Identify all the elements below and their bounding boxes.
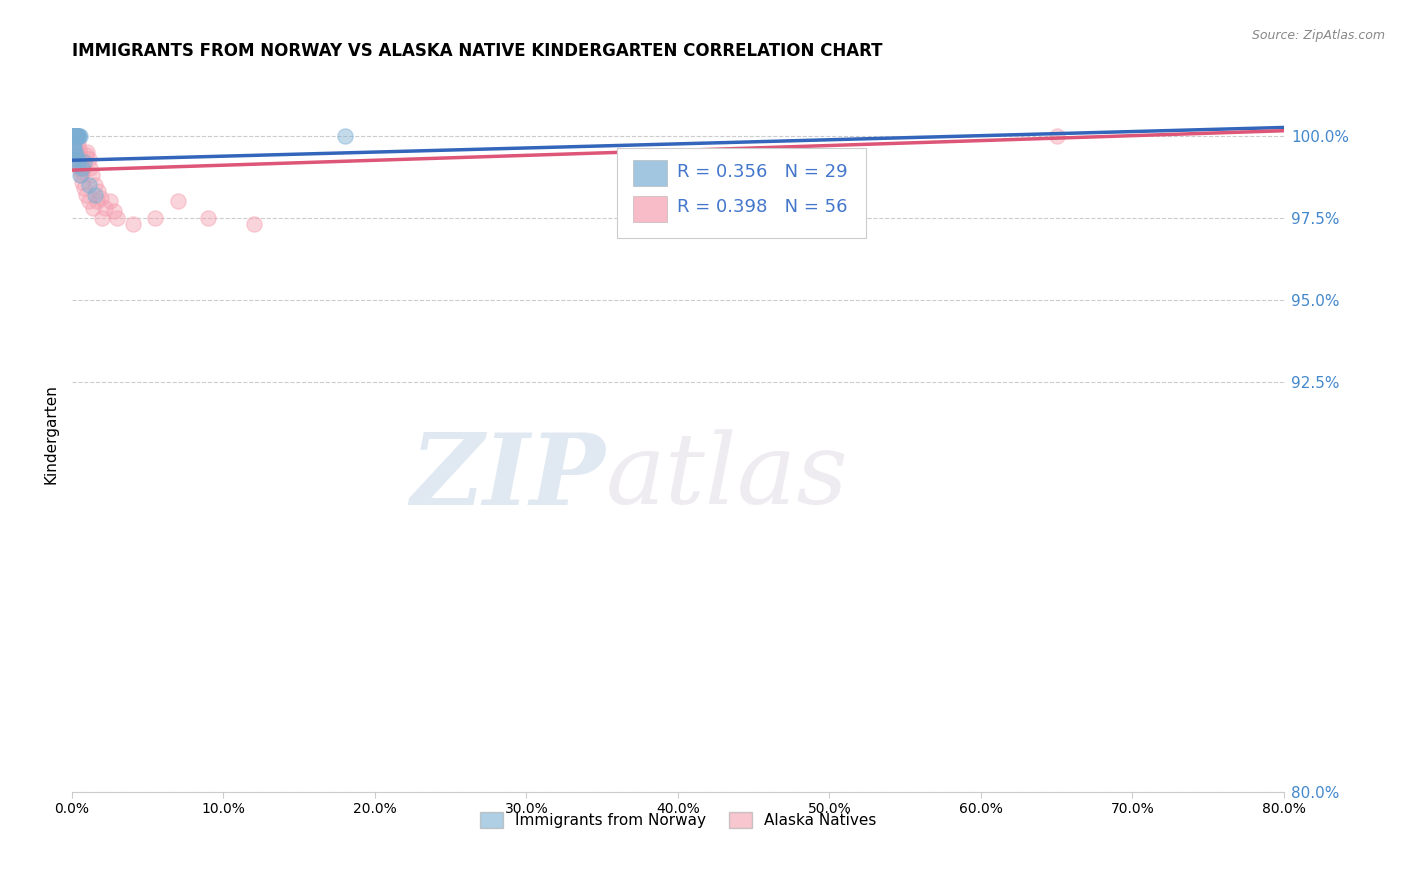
Point bbox=[65, 142, 87, 156]
Point bbox=[63, 135, 86, 149]
Point bbox=[80, 168, 103, 182]
Point bbox=[63, 128, 86, 143]
Point bbox=[67, 142, 90, 156]
Point bbox=[65, 148, 87, 162]
Point bbox=[62, 135, 84, 149]
Point bbox=[69, 168, 91, 182]
Point bbox=[65, 128, 87, 143]
Point bbox=[70, 165, 93, 179]
Point bbox=[63, 128, 86, 143]
Y-axis label: Kindergarten: Kindergarten bbox=[44, 384, 58, 484]
Point bbox=[103, 204, 125, 219]
Point bbox=[83, 178, 105, 192]
Point bbox=[62, 152, 84, 166]
Text: ZIP: ZIP bbox=[411, 429, 605, 525]
Point bbox=[63, 128, 86, 143]
Point bbox=[65, 128, 87, 143]
Point bbox=[83, 187, 105, 202]
Point bbox=[90, 191, 112, 205]
Point bbox=[62, 128, 84, 143]
Point bbox=[69, 152, 91, 166]
Point bbox=[76, 145, 98, 159]
Text: R = 0.356   N = 29: R = 0.356 N = 29 bbox=[676, 162, 848, 181]
FancyBboxPatch shape bbox=[633, 161, 666, 186]
Point bbox=[91, 211, 114, 225]
Point bbox=[65, 128, 87, 143]
Point bbox=[77, 178, 100, 192]
Point bbox=[62, 128, 84, 143]
Point bbox=[87, 185, 110, 199]
Point bbox=[66, 152, 89, 166]
Point bbox=[70, 158, 93, 172]
Point bbox=[66, 128, 89, 143]
Point bbox=[63, 145, 86, 159]
Point bbox=[72, 161, 94, 176]
Point bbox=[75, 187, 97, 202]
Legend: Immigrants from Norway, Alaska Natives: Immigrants from Norway, Alaska Natives bbox=[474, 806, 883, 834]
Point bbox=[1046, 128, 1069, 143]
Point bbox=[67, 161, 90, 176]
Point bbox=[73, 181, 96, 195]
Point bbox=[63, 128, 86, 143]
Point bbox=[63, 128, 86, 143]
Point bbox=[94, 201, 117, 215]
Point bbox=[243, 217, 266, 231]
Point bbox=[121, 217, 143, 231]
Point bbox=[73, 155, 96, 169]
Point bbox=[66, 128, 89, 143]
Point bbox=[67, 158, 90, 172]
Point bbox=[67, 128, 90, 143]
Point bbox=[63, 128, 86, 143]
Point bbox=[75, 148, 97, 162]
Point bbox=[86, 194, 108, 209]
Point bbox=[82, 201, 104, 215]
Text: IMMIGRANTS FROM NORWAY VS ALASKA NATIVE KINDERGARTEN CORRELATION CHART: IMMIGRANTS FROM NORWAY VS ALASKA NATIVE … bbox=[72, 42, 883, 60]
Point bbox=[66, 155, 89, 169]
Point bbox=[62, 135, 84, 149]
Point bbox=[70, 161, 93, 176]
Point bbox=[65, 128, 87, 143]
Point bbox=[197, 211, 219, 225]
Point bbox=[62, 128, 84, 143]
Point bbox=[62, 138, 84, 153]
Point bbox=[69, 148, 91, 162]
Point bbox=[72, 175, 94, 189]
Point bbox=[66, 128, 89, 143]
Point bbox=[63, 145, 86, 159]
Point bbox=[69, 128, 91, 143]
Point bbox=[62, 132, 84, 146]
Point bbox=[66, 148, 89, 162]
Point bbox=[65, 128, 87, 143]
Point bbox=[65, 128, 87, 143]
Point bbox=[79, 194, 101, 209]
Point bbox=[62, 142, 84, 156]
Point bbox=[62, 128, 84, 143]
Point bbox=[62, 128, 84, 143]
Point bbox=[67, 128, 90, 143]
FancyBboxPatch shape bbox=[617, 148, 866, 237]
Point bbox=[107, 211, 129, 225]
Text: atlas: atlas bbox=[605, 430, 848, 524]
Point bbox=[98, 194, 121, 209]
FancyBboxPatch shape bbox=[633, 196, 666, 222]
Point bbox=[65, 128, 87, 143]
Point bbox=[67, 135, 90, 149]
Point bbox=[63, 138, 86, 153]
Point bbox=[79, 161, 101, 176]
Point bbox=[77, 152, 100, 166]
Point bbox=[73, 155, 96, 169]
Point bbox=[69, 168, 91, 182]
Text: R = 0.398   N = 56: R = 0.398 N = 56 bbox=[676, 198, 848, 216]
Point bbox=[167, 194, 190, 209]
Point bbox=[143, 211, 166, 225]
Text: Source: ZipAtlas.com: Source: ZipAtlas.com bbox=[1251, 29, 1385, 42]
Point bbox=[63, 132, 86, 146]
Point bbox=[63, 128, 86, 143]
Point bbox=[65, 128, 87, 143]
Point bbox=[63, 128, 86, 143]
Point bbox=[333, 128, 356, 143]
